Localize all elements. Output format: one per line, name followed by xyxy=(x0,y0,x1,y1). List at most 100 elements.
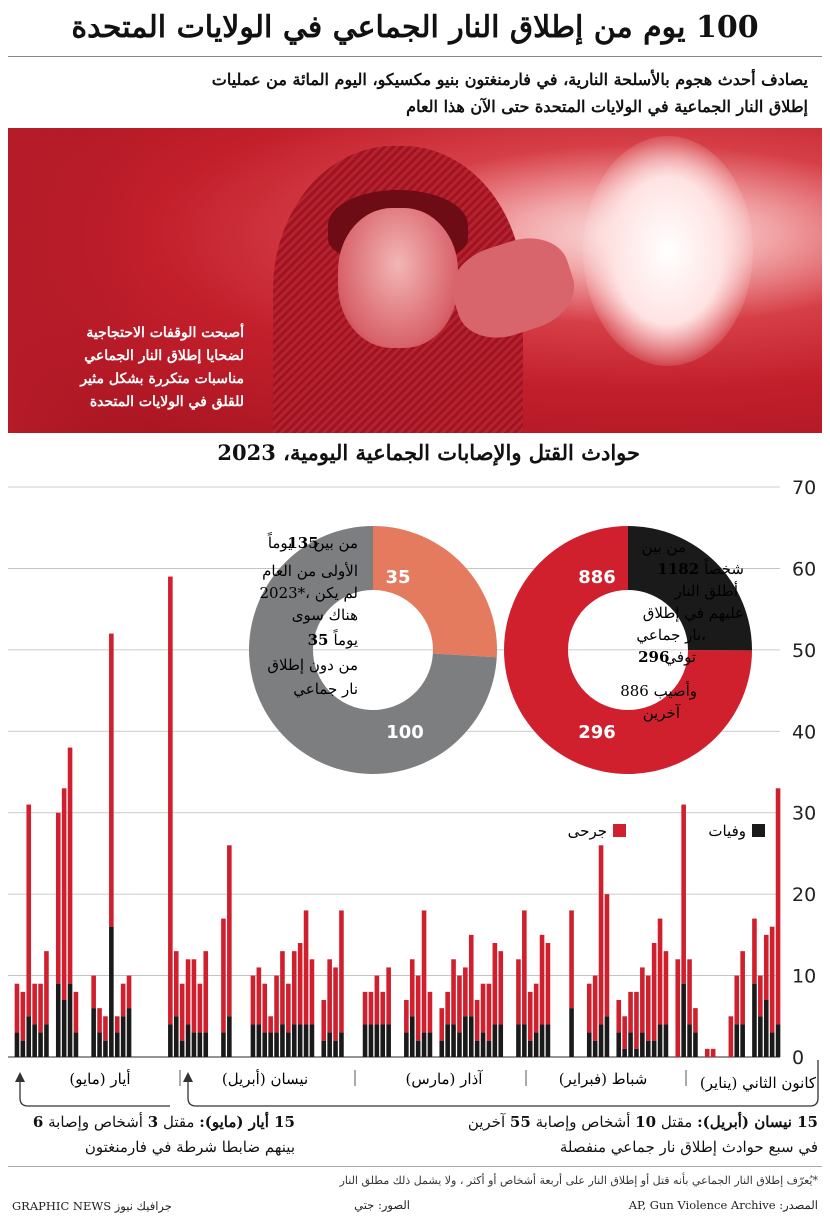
bar-killed-day-78 xyxy=(321,1040,327,1057)
bar-killed-day-8 xyxy=(734,1024,740,1057)
y-tick-50: 50 xyxy=(792,640,816,662)
bar-injured-day-55 xyxy=(457,975,462,1033)
bar-killed-day-7 xyxy=(740,1024,745,1057)
bar-injured-day-81 xyxy=(303,910,309,1025)
may-15-line-1: 15 أيار (مايو): مقتل 3 أشخاص وإصابة 6 xyxy=(32,1113,295,1131)
bar-killed-day-22 xyxy=(651,1040,657,1057)
bar-killed-day-100 xyxy=(191,1032,197,1057)
bar-injured-day-113 xyxy=(114,1016,120,1033)
bar-killed-day-87 xyxy=(268,1032,273,1057)
bar-killed-day-104 xyxy=(168,1024,173,1057)
bar-killed-day-99 xyxy=(197,1032,203,1057)
bar-killed-day-54 xyxy=(463,1016,468,1057)
bar-injured-day-51 xyxy=(480,983,486,1033)
photo-caption: أصبحت الوقفات الاحتجاجية لضحايا إطلاق ال… xyxy=(24,322,244,414)
y-tick-60: 60 xyxy=(792,558,816,580)
bar-killed-day-111 xyxy=(126,1008,132,1057)
bar-injured-day-122 xyxy=(61,788,67,1000)
y-tick-30: 30 xyxy=(792,803,816,825)
bar-killed-day-85 xyxy=(280,1024,285,1057)
bar-killed-day-36 xyxy=(569,1008,574,1057)
subtitle: يصادف أحدث هجوم بالأسلحة النارية، في فار… xyxy=(28,66,808,120)
bar-killed-day-101 xyxy=(185,1024,191,1057)
bar-killed-day-67 xyxy=(386,1024,391,1057)
bar-injured-day-88 xyxy=(262,983,268,1033)
month-labels: كانون الثاني (يناير) شباط (فبراير) آذار … xyxy=(69,1069,817,1092)
legend-killed-swatch xyxy=(752,824,765,837)
bar-injured-day-87 xyxy=(268,1016,273,1033)
bar-killed-day-60 xyxy=(427,1032,433,1057)
bar-injured-day-1 xyxy=(775,788,781,1025)
bar-killed-day-61 xyxy=(421,1032,427,1057)
bar-killed-day-114 xyxy=(109,926,114,1057)
bar-injured-day-36 xyxy=(569,910,574,1009)
bar-injured-day-26 xyxy=(628,991,633,1033)
may-15-bracket xyxy=(19,1078,170,1107)
victims-text-1: من بين xyxy=(642,538,686,556)
y-tick-70: 70 xyxy=(792,477,816,499)
victims-text-5: نار جماعي، xyxy=(636,626,706,644)
bar-injured-day-49 xyxy=(492,943,498,1025)
footnote: *يُعرّف إطلاق النار الجماعي بأنه قتل أو … xyxy=(339,1174,818,1187)
bar-killed-day-26 xyxy=(628,1032,633,1057)
bar-killed-day-43 xyxy=(527,1040,533,1057)
photo-caption-line-1: أصبحت الوقفات الاحتجاجية xyxy=(86,325,244,341)
bar-injured-day-30 xyxy=(604,894,610,1017)
bar-killed-day-68 xyxy=(380,1024,386,1057)
month-ticks xyxy=(179,1070,687,1086)
bar-injured-day-90 xyxy=(250,975,256,1025)
bar-injured-day-84 xyxy=(286,983,291,1033)
bar-killed-day-55 xyxy=(457,1032,462,1057)
bar-killed-day-2 xyxy=(769,1032,775,1057)
bar-killed-day-5 xyxy=(752,983,757,1057)
bar-injured-day-75 xyxy=(339,910,344,1033)
bar-injured-day-85 xyxy=(280,951,285,1025)
bar-injured-day-40 xyxy=(545,943,551,1025)
bar-killed-day-71 xyxy=(362,1024,368,1057)
bar-killed-day-123 xyxy=(55,983,61,1057)
victims-text-6: توفي296 xyxy=(638,648,696,666)
bar-killed-day-62 xyxy=(415,1040,421,1057)
bar-killed-day-115 xyxy=(103,1040,108,1057)
bar-injured-day-20 xyxy=(663,951,669,1025)
bar-injured-day-128 xyxy=(26,804,32,1017)
photo-shade xyxy=(8,128,148,433)
bar-injured-day-115 xyxy=(103,1016,108,1041)
bar-killed-day-23 xyxy=(645,1040,651,1057)
month-label-may: أيار (مايو) xyxy=(69,1069,130,1088)
bar-injured-day-45 xyxy=(516,959,521,1025)
bar-injured-day-82 xyxy=(297,943,303,1025)
bar-killed-day-69 xyxy=(374,1024,380,1057)
victims-text-8: آخرين xyxy=(643,704,681,722)
bar-killed-day-112 xyxy=(120,1016,126,1057)
bar-killed-day-116 xyxy=(97,1032,102,1057)
y-tick-20: 20 xyxy=(792,884,816,906)
bar-killed-day-126 xyxy=(38,1032,43,1057)
bar-injured-day-62 xyxy=(415,975,421,1041)
april-15-line-1: 15 نيسان (أبريل): مقتل 10 أشخاص وإصابة 5… xyxy=(467,1113,818,1131)
days-text-6: من دون إطلاق xyxy=(267,656,358,674)
bar-injured-day-123 xyxy=(55,812,61,984)
bar-killed-day-20 xyxy=(663,1024,669,1057)
bar-killed-day-102 xyxy=(179,1040,185,1057)
bar-injured-day-100 xyxy=(191,959,197,1033)
bar-injured-day-89 xyxy=(256,967,262,1025)
bar-killed-day-27 xyxy=(622,1048,627,1057)
bar-killed-day-52 xyxy=(474,1040,480,1057)
bar-killed-day-49 xyxy=(492,1024,498,1057)
victims-injured-value: 886 xyxy=(578,567,616,588)
bar-killed-day-125 xyxy=(44,1024,49,1057)
bar-injured-day-41 xyxy=(539,934,545,1025)
victims-text-3: أطلق النار xyxy=(674,581,738,600)
bar-killed-day-30 xyxy=(604,1016,610,1057)
days-text-5: 35 يوماً xyxy=(308,629,358,649)
bar-injured-day-58 xyxy=(439,1008,445,1041)
month-label-march: آذار (مارس) xyxy=(406,1070,484,1088)
bar-injured-day-76 xyxy=(333,967,338,1041)
infographic-title: 100 يوم من إطلاق النار الجماعي في الولاي… xyxy=(71,10,759,45)
bar-injured-day-16 xyxy=(687,959,692,1025)
bar-injured-day-13 xyxy=(704,1048,710,1057)
may-15-arrowhead xyxy=(15,1072,25,1082)
photo-credit: الصور: جتي xyxy=(354,1198,410,1212)
bar-killed-day-120 xyxy=(73,1032,79,1057)
